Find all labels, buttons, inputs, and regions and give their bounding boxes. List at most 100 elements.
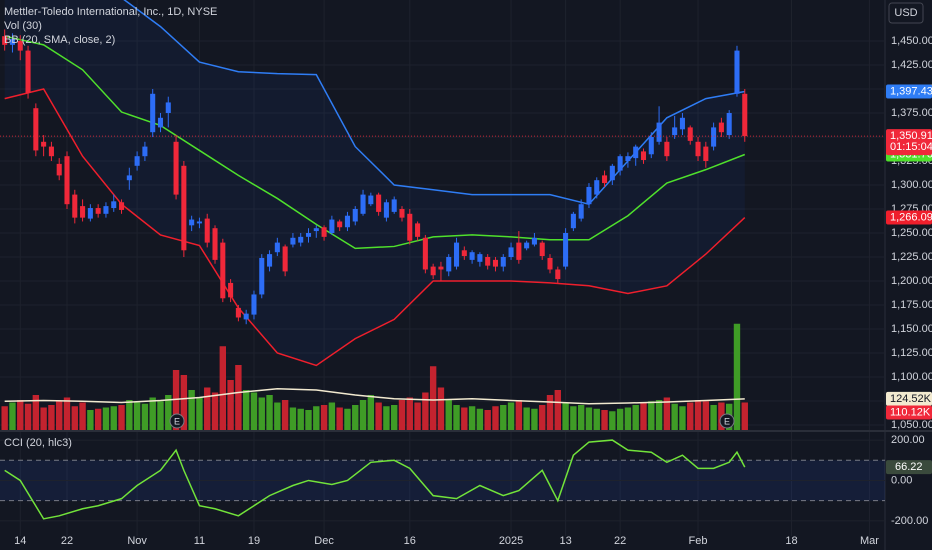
candle-body (578, 204, 584, 219)
volume-bar (468, 406, 476, 430)
volume-bar (577, 405, 585, 430)
candle-body (656, 122, 662, 142)
x-tick-label: 11 (194, 535, 205, 547)
y-tick-label: 1,150.00 (891, 323, 932, 335)
volume-bar (640, 402, 647, 430)
x-tick-label: 16 (404, 535, 416, 547)
candle-body (321, 227, 327, 237)
candle-body (438, 266, 444, 270)
candle-body (267, 254, 273, 267)
volume-bar (671, 403, 678, 430)
candle-body (243, 313, 249, 320)
candle-body (368, 195, 374, 205)
y-tick-label: 1,300.00 (891, 179, 932, 191)
volume-bar (523, 407, 530, 430)
price-box-label: 1,266.09 (890, 211, 932, 223)
currency: USD (894, 7, 917, 19)
candle-body (586, 186, 592, 205)
y-tick-label: 1,425.00 (891, 59, 932, 71)
candle-body (259, 257, 265, 295)
candle-body (181, 165, 187, 251)
candle-body (734, 50, 740, 94)
legend-bb: BB (20, SMA, close, 2) (4, 34, 115, 46)
volume-bar (648, 401, 655, 430)
candle-body (376, 194, 382, 212)
candle-body (391, 199, 397, 212)
candle-body (672, 127, 678, 136)
volume-bar (375, 402, 382, 430)
volume-bar (219, 346, 227, 430)
x-tick-label: 18 (785, 535, 797, 547)
candle-body (189, 219, 195, 226)
countdown: 01:15:04 (890, 141, 932, 153)
candle-body (329, 219, 335, 234)
volume-bar (733, 323, 741, 430)
volume-bar (250, 392, 258, 430)
volume-bar (118, 405, 125, 430)
cci-tick-label: 0.00 (891, 474, 912, 486)
y-tick-label: 1,125.00 (891, 347, 932, 359)
candle-body (196, 221, 202, 224)
candle-body (570, 213, 576, 229)
volume-bar (149, 397, 156, 430)
candle-body (33, 108, 39, 151)
candle-body (290, 237, 296, 245)
volume-bar (515, 400, 523, 430)
candle-body (9, 39, 15, 45)
volume-bar (63, 397, 71, 430)
candle-body (492, 259, 499, 267)
price-box (886, 460, 932, 475)
cci-tick-label: 200.00 (891, 434, 925, 446)
y-tick-label: 1,450.00 (891, 35, 932, 47)
candle-body (609, 165, 615, 181)
x-tick-label: Dec (314, 535, 334, 547)
candle-body (648, 136, 654, 155)
earnings-icon: E (169, 413, 185, 429)
volume-bar (632, 405, 639, 430)
volume-bar (102, 407, 110, 430)
currency-box (888, 2, 924, 24)
x-tick-label: 13 (559, 535, 571, 547)
price-box (886, 84, 932, 99)
price-box-label: 1,350.91 (890, 130, 932, 142)
candle-body (531, 237, 537, 245)
candle-body (524, 242, 530, 249)
volume-bar (710, 405, 717, 430)
volume-bar (328, 402, 336, 430)
volume-bar (687, 402, 694, 430)
volume-bar (9, 402, 16, 430)
price-box (886, 391, 932, 406)
volume-bar (679, 406, 686, 430)
volume-bar (79, 402, 86, 430)
candle-body (430, 266, 436, 276)
y-tick-label: 1,250.00 (891, 227, 932, 239)
volume-bar (141, 403, 149, 430)
legend-vol: Vol (30) (4, 20, 42, 32)
candle-body (555, 269, 561, 280)
candle-body (617, 156, 623, 171)
y-tick-label: 1,175.00 (891, 299, 932, 311)
price-box-label: 124.52K (890, 393, 932, 405)
volume-bar (242, 390, 250, 430)
volume-bar (624, 407, 632, 430)
volume-bar (133, 402, 141, 430)
x-tick-label: 2025 (499, 535, 523, 547)
x-tick-label: 14 (14, 535, 26, 547)
candle-body (103, 206, 109, 214)
price-box-label: 1,397.43 (890, 85, 932, 97)
volume-bar (593, 408, 600, 430)
volume-bar (601, 410, 608, 430)
candle-body (539, 242, 545, 257)
candle-body (204, 218, 210, 243)
volume-bar (546, 395, 554, 430)
candle-body (274, 242, 280, 253)
candle-body (726, 112, 732, 136)
volume-bar (196, 397, 203, 430)
candle-body (41, 141, 47, 147)
candle-body (500, 257, 506, 267)
candle-body (485, 257, 491, 266)
volume-bar (1, 406, 8, 430)
price-box (886, 405, 932, 420)
volume-bar (32, 395, 40, 430)
